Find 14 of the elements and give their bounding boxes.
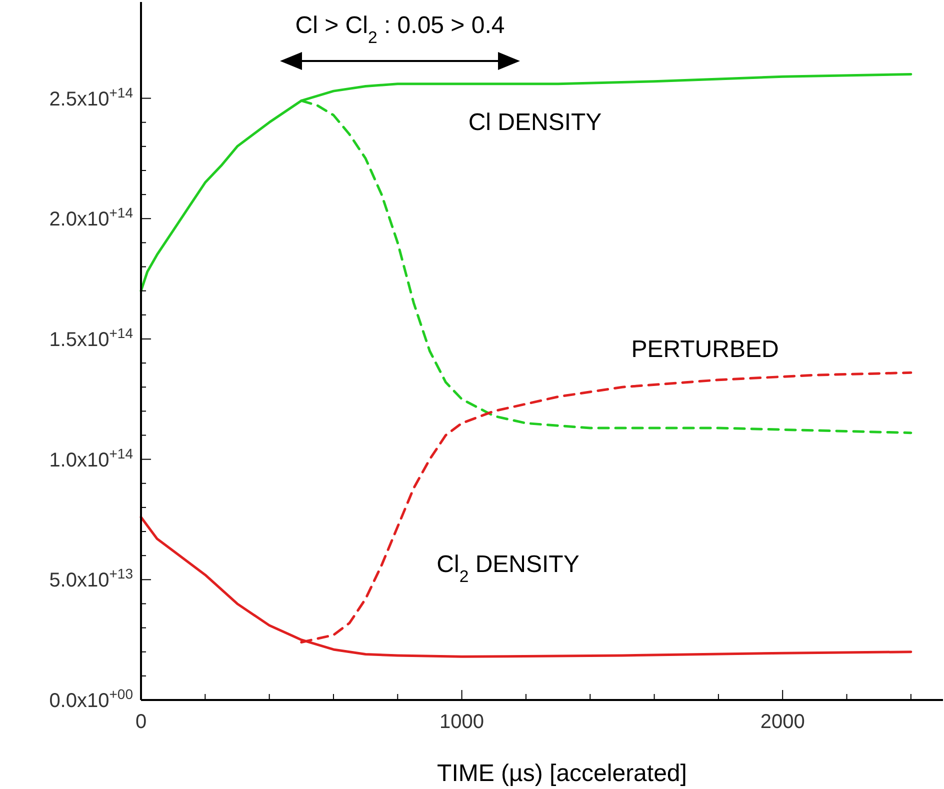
x-tick-label: 2000 [760,711,805,733]
x-axis-title: TIME (µs) [accelerated] [437,760,687,787]
annotation: PERTURBED [631,336,779,363]
y-tick-label: 0.0x10$^{+00}$ [49,686,134,712]
y-tick-label: 2.0x10$^{+14}$ [49,204,134,231]
x-tick-label: 0 [135,711,147,733]
y-tick-label: 2.5x10$^{+14}$ [49,84,134,110]
annotation: Cl > Cl$_{2}$ : 0.05 > 0.4 [295,12,505,46]
annotation: Cl$_{2}$ DENSITY [436,551,580,586]
annotation: Cl DENSITY [468,109,602,136]
x-tick-label: 1000 [440,711,484,733]
y-tick-label: 1.0x10$^{+14}$ [49,445,134,472]
y-tick-label: 5.0x10$^{+13}$ [49,566,134,592]
y-tick-label: 1.5x10$^{+14}$ [49,324,134,351]
